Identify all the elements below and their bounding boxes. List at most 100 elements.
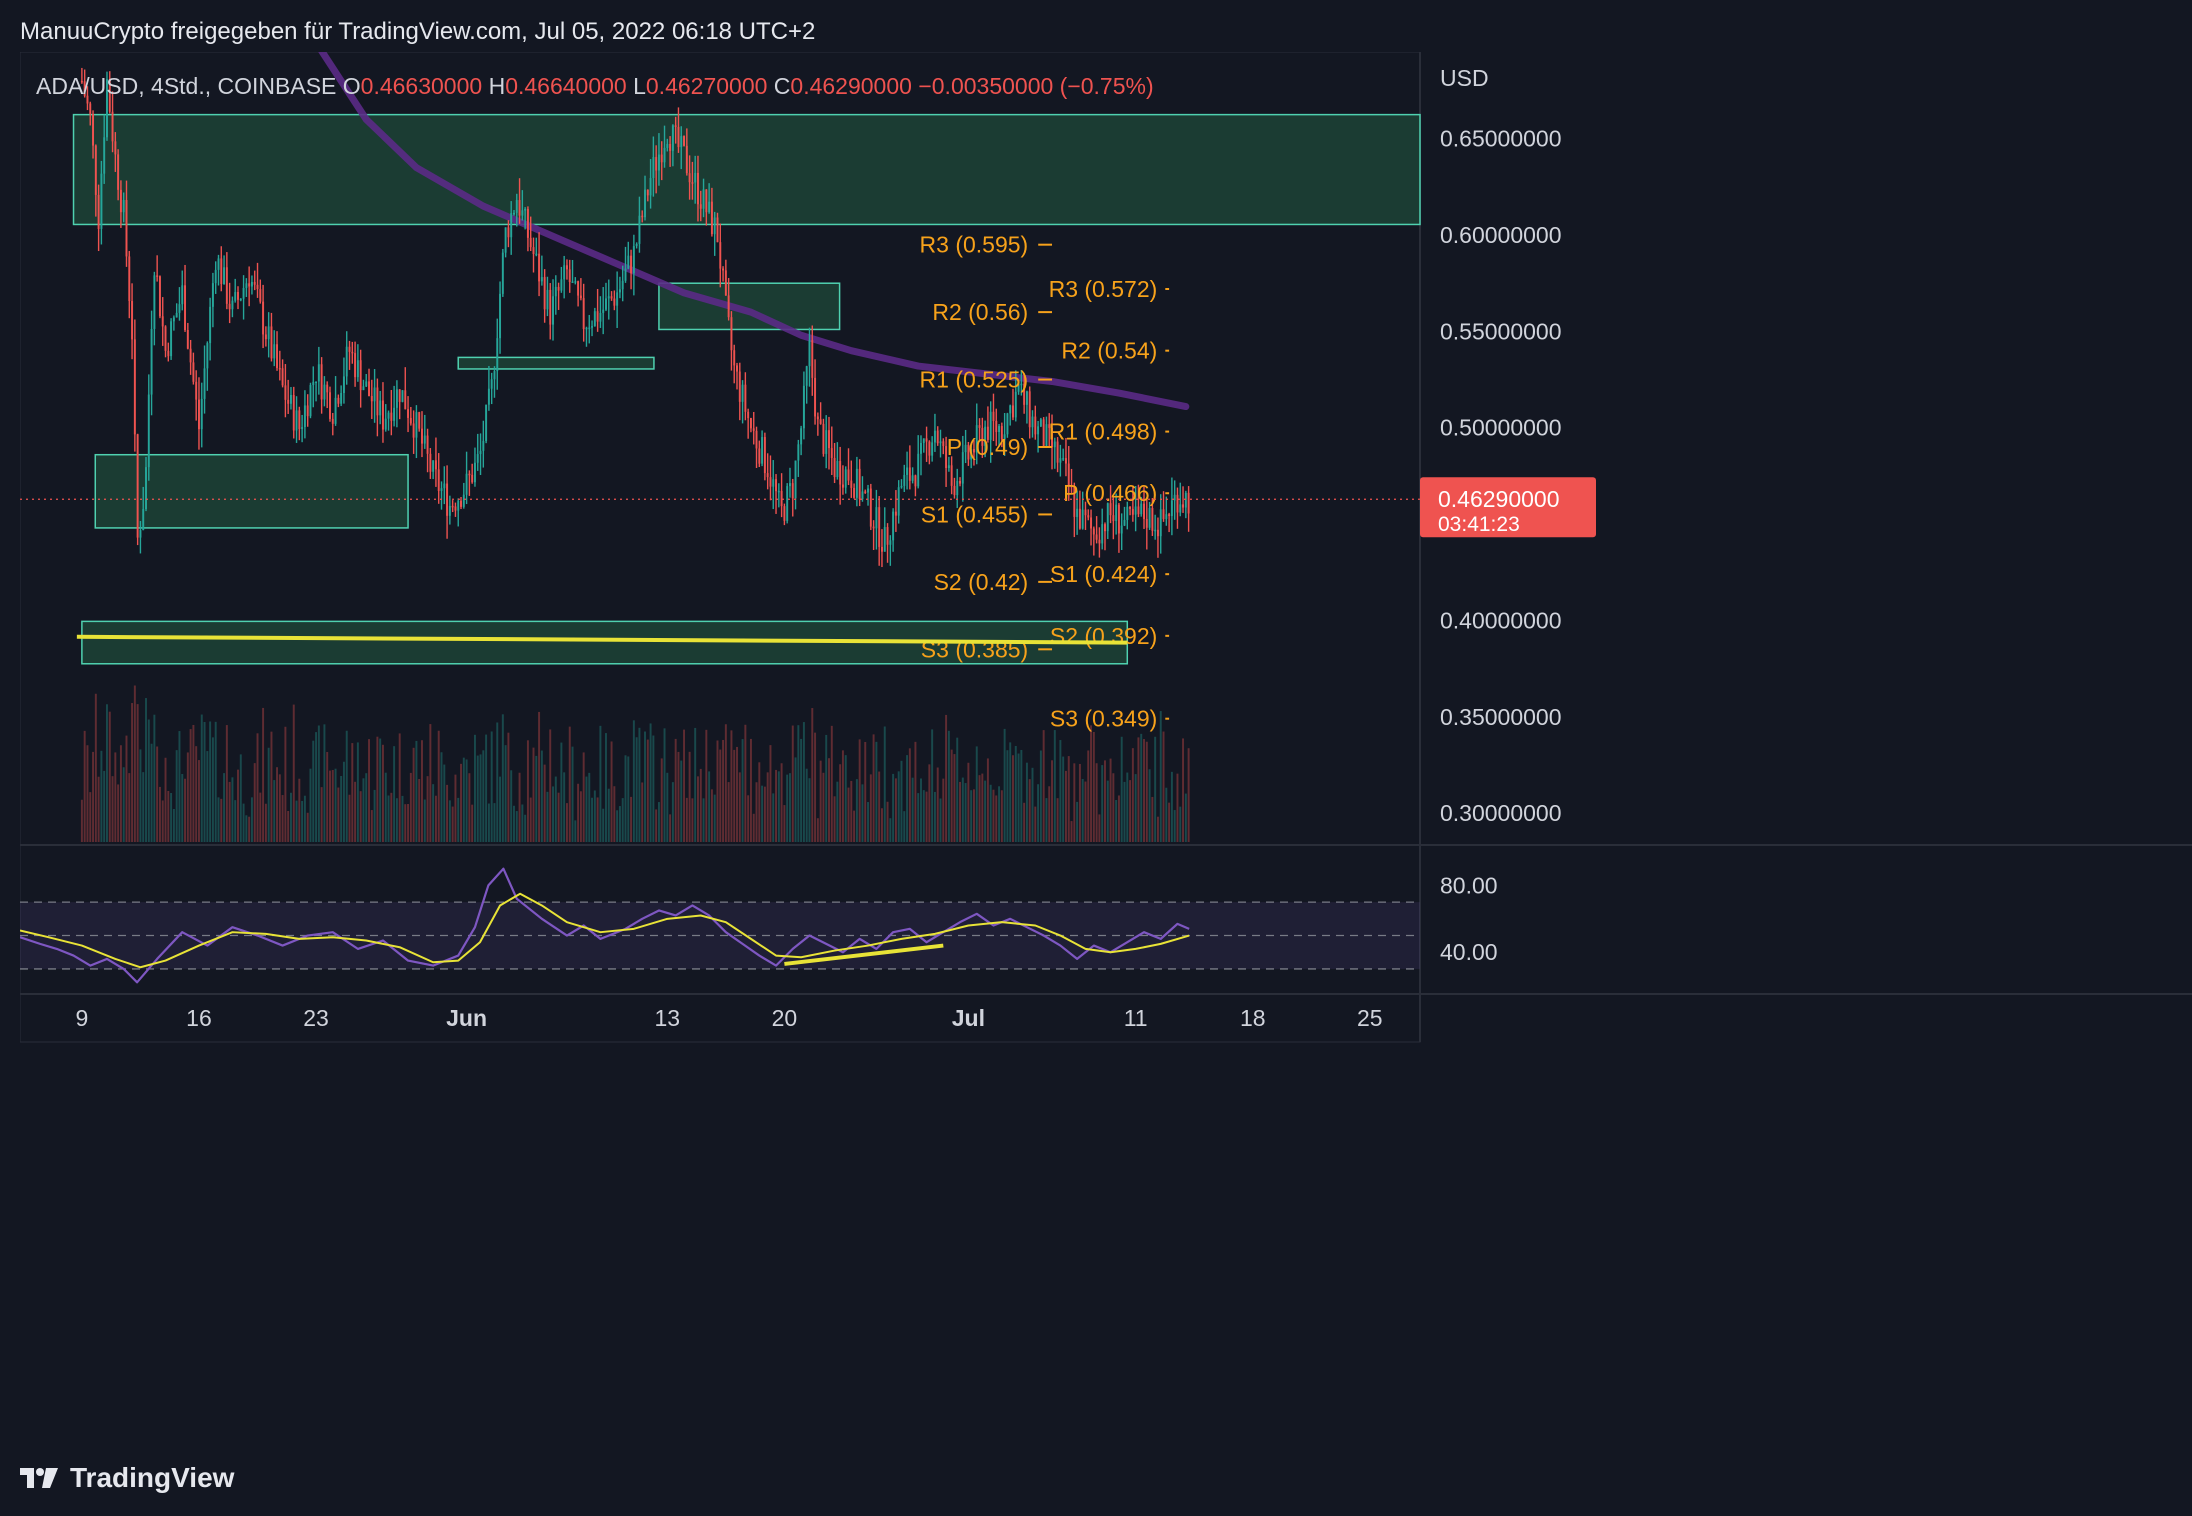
- volume-bar: [197, 760, 200, 842]
- volume-bar: [1182, 738, 1185, 842]
- volume-bar: [780, 763, 783, 842]
- volume-bar: [359, 791, 362, 842]
- volume-bar: [526, 740, 529, 842]
- volume-bar: [814, 732, 817, 842]
- candle: [312, 366, 315, 408]
- chart-svg[interactable]: R3 (0.595) R2 (0.56) R1 (0.525) P (0.49) S1 …: [19, 0, 2192, 1442]
- candle-body: [315, 381, 318, 383]
- candle: [986, 406, 989, 443]
- volume-bar: [415, 740, 418, 842]
- candle-body: [677, 126, 680, 148]
- candle-body: [1017, 384, 1020, 392]
- volume-bar: [741, 739, 744, 842]
- candle: [1087, 509, 1090, 521]
- candle-body: [524, 209, 527, 211]
- candle: [97, 184, 100, 252]
- candle-body: [373, 387, 376, 402]
- volume-bar: [998, 786, 1001, 842]
- candle: [404, 367, 407, 410]
- candle: [931, 436, 934, 462]
- volume-bar: [150, 743, 153, 842]
- volume-bar: [136, 704, 139, 842]
- legend-part: L: [633, 73, 646, 99]
- volume-bar: [259, 792, 262, 842]
- candle-body: [861, 491, 864, 500]
- candle-body: [1064, 458, 1067, 464]
- candle-body: [401, 390, 404, 402]
- volume-bar: [228, 781, 231, 842]
- candle: [702, 178, 705, 218]
- candle-body: [669, 143, 672, 151]
- volume-bar: [184, 778, 187, 842]
- support-resistance-zone: [72, 113, 1421, 226]
- volume-bar: [858, 739, 861, 842]
- candle-body: [577, 281, 580, 296]
- candle: [677, 107, 680, 153]
- candle: [1170, 477, 1173, 536]
- candle: [147, 374, 150, 481]
- volume-bar: [1064, 770, 1067, 842]
- candle: [197, 377, 200, 450]
- volume-bar: [220, 798, 223, 842]
- candle: [571, 259, 574, 284]
- candle-body: [418, 412, 421, 429]
- candle: [412, 410, 415, 454]
- candle-body: [145, 467, 147, 510]
- volume-bar: [348, 794, 351, 842]
- candle-body: [716, 217, 719, 243]
- candle: [496, 318, 499, 390]
- candle-body: [652, 157, 655, 179]
- candle-body: [836, 461, 839, 478]
- candle: [381, 382, 384, 443]
- candle-body: [92, 113, 95, 146]
- candle: [493, 366, 496, 398]
- candle-body: [298, 410, 301, 430]
- candle: [1053, 437, 1056, 469]
- candle: [432, 460, 435, 480]
- chart-area[interactable]: R3 (0.595) R2 (0.56) R1 (0.525) P (0.49) S1 …: [19, 0, 2192, 1442]
- candle-body: [833, 457, 836, 478]
- candle: [1148, 501, 1151, 530]
- candle: [660, 141, 663, 181]
- candle: [828, 416, 830, 470]
- volume-bar: [390, 792, 393, 842]
- volume-bar: [680, 760, 683, 842]
- date-tick-label: 23: [303, 1005, 329, 1031]
- candle: [348, 340, 351, 370]
- candle-body: [613, 298, 616, 306]
- candle: [928, 440, 931, 465]
- tradingview-logo[interactable]: TradingView: [20, 1462, 234, 1494]
- candle: [161, 297, 164, 346]
- volume-bar: [635, 737, 638, 842]
- candle: [646, 189, 649, 202]
- candle: [1042, 417, 1045, 448]
- candle-body: [518, 200, 521, 216]
- candle-body: [465, 473, 468, 495]
- candle-body: [549, 289, 552, 325]
- date-tick-label: 16: [186, 1005, 212, 1031]
- rsi-ma-line: [19, 892, 1190, 969]
- candle-body: [1120, 525, 1123, 534]
- candle: [691, 161, 694, 200]
- candle-body: [947, 465, 950, 469]
- candle-body: [237, 292, 239, 300]
- candle: [1076, 490, 1079, 535]
- candle-body: [381, 400, 384, 430]
- candle: [1037, 420, 1040, 453]
- volume-bar: [245, 815, 248, 842]
- candle-body: [323, 384, 326, 400]
- candle-body: [956, 480, 959, 496]
- candle-body: [543, 277, 546, 310]
- candle-body: [828, 430, 830, 449]
- volume-bar: [237, 769, 239, 842]
- candle-body: [1070, 485, 1073, 488]
- volume-bar: [588, 772, 591, 842]
- candle: [510, 201, 513, 255]
- volume-bar: [398, 733, 401, 842]
- volume-bar: [1053, 730, 1056, 842]
- candle-body: [303, 405, 306, 428]
- candle-body: [1003, 434, 1006, 440]
- candle: [1059, 444, 1062, 477]
- candle: [315, 381, 318, 402]
- volume-bar: [535, 755, 538, 842]
